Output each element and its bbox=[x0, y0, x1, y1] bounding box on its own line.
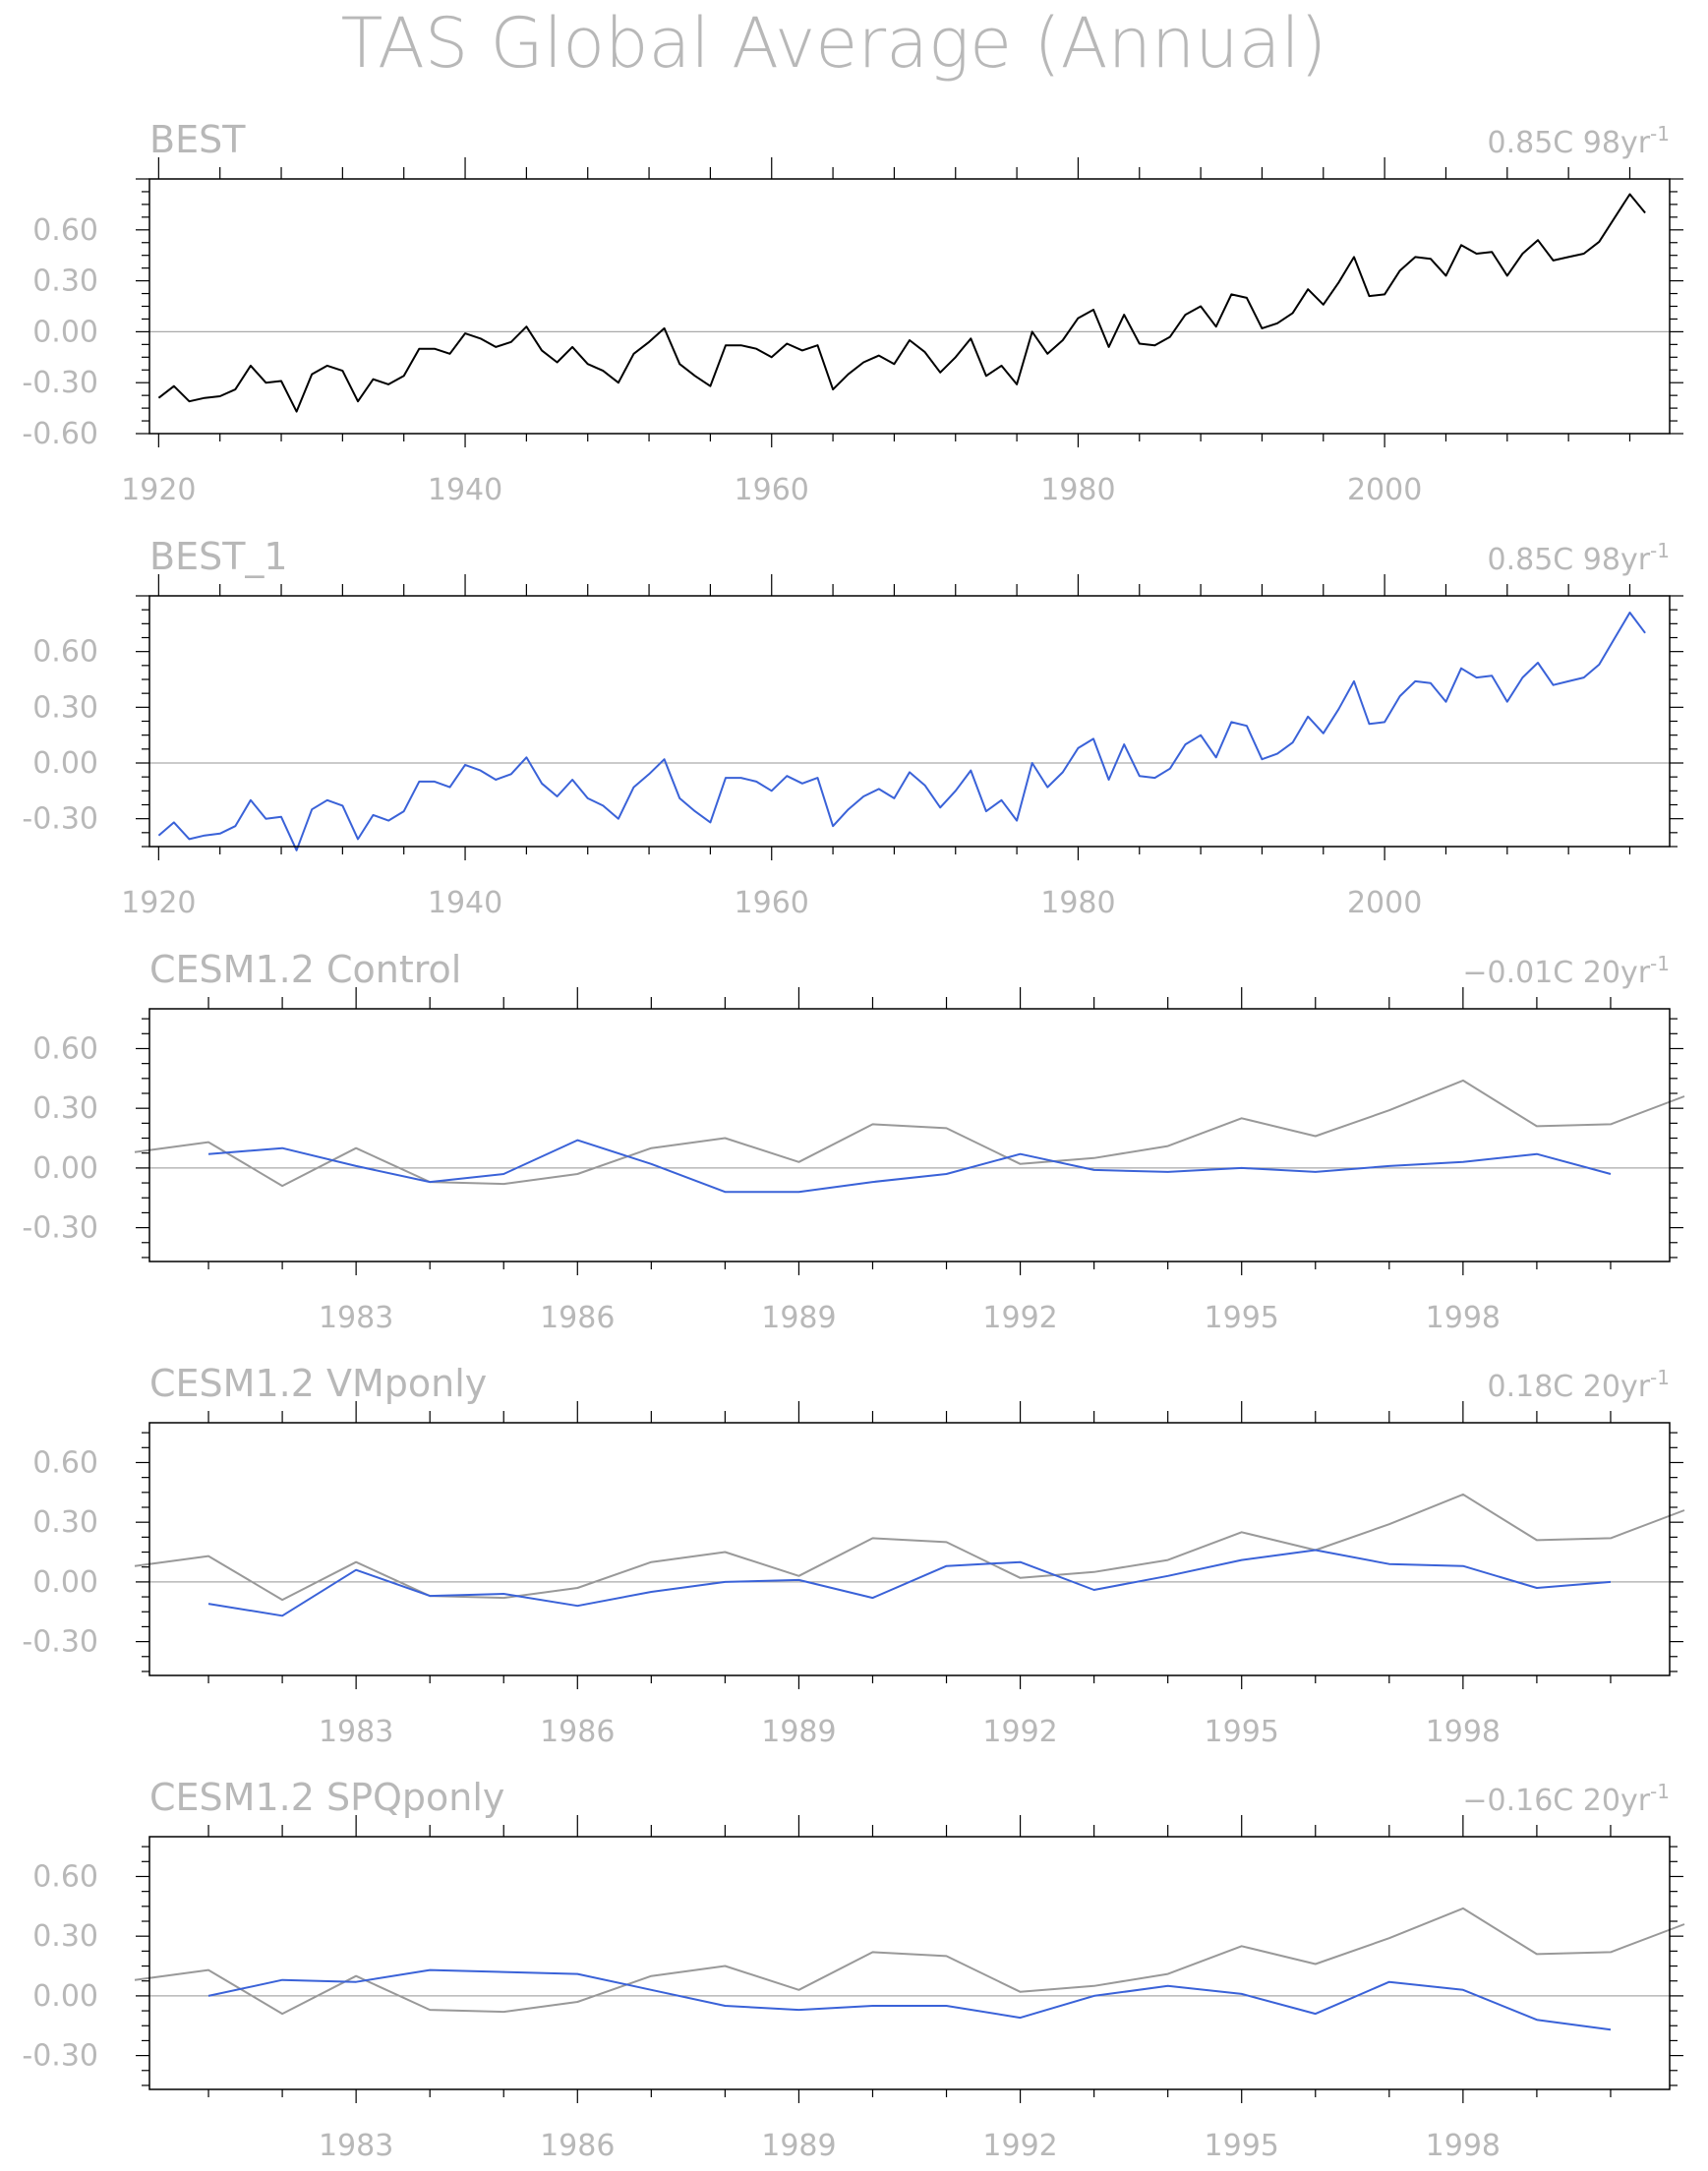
panel-best: BEST 0.85C 98yr-1 -0.60 -0.30 0.00 0.30 0.60 19… bbox=[22, 118, 1683, 507]
series-line-1 bbox=[157, 612, 1646, 851]
trend-label: 0.85C 98yr-1 bbox=[1488, 539, 1671, 577]
panels: BEST 0.85C 98yr-1-0.60-0.300.000.300.6019… bbox=[22, 118, 1685, 2163]
x-tick-label: 1992 bbox=[982, 1301, 1057, 1335]
y-tick-label: 0.60 bbox=[32, 1445, 98, 1480]
x-tick-label: 1980 bbox=[1040, 886, 1115, 920]
trend-label: −0.16C 20yr-1 bbox=[1462, 1780, 1670, 1818]
trend-exponent: -1 bbox=[1650, 952, 1670, 975]
trend-value: −0.16C 20yr bbox=[1462, 1784, 1650, 1818]
trend-label: −0.01C 20yr-1 bbox=[1462, 952, 1670, 990]
y-tick-label: -0.30 bbox=[22, 802, 98, 837]
x-tick-label: 1960 bbox=[735, 886, 809, 920]
y-tick-label: 0.00 bbox=[32, 1565, 98, 1600]
x-tick-label: 1995 bbox=[1205, 1301, 1279, 1335]
trend-value: 0.85C 98yr bbox=[1488, 126, 1651, 160]
x-tick-label: 1989 bbox=[761, 1301, 836, 1335]
series-line-1 bbox=[157, 193, 1646, 413]
trend-exponent: -1 bbox=[1650, 1780, 1670, 1803]
x-tick-label: 1998 bbox=[1426, 2129, 1501, 2163]
y-tick-label: -0.30 bbox=[22, 1211, 98, 1246]
y-tick-label: 0.00 bbox=[32, 1151, 98, 1186]
trend-label: 0.18C 20yr-1 bbox=[1488, 1366, 1671, 1404]
panel-title: CESM1.2 SPQponly bbox=[149, 1776, 504, 1819]
x-tick-label: 1983 bbox=[319, 2129, 393, 2163]
plot-frame bbox=[148, 1836, 1671, 2090]
series-line-2 bbox=[207, 1139, 1612, 1194]
plot-frame bbox=[148, 1008, 1671, 1262]
y-tick-label: 0.00 bbox=[32, 315, 98, 349]
x-tick-label: 1920 bbox=[121, 473, 196, 507]
x-tick-label: 2000 bbox=[1347, 473, 1422, 507]
panel-title: BEST_1 bbox=[149, 535, 288, 578]
y-tick-label: 0.00 bbox=[32, 1979, 98, 2014]
panel-best-1: BEST_1 0.85C 98yr-1 -0.30 0.00 0.30 0.60 1920 1… bbox=[22, 535, 1683, 920]
y-tick-label: -0.30 bbox=[22, 366, 98, 400]
series-line-2 bbox=[207, 1549, 1612, 1617]
trend-value: 0.85C 98yr bbox=[1488, 543, 1651, 577]
y-tick-label: 0.60 bbox=[32, 1859, 98, 1894]
y-tick-label: 0.30 bbox=[32, 1919, 98, 1954]
x-tick-label: 1920 bbox=[121, 886, 196, 920]
trend-label: 0.85C 98yr-1 bbox=[1488, 122, 1671, 160]
trend-exponent: -1 bbox=[1650, 1366, 1670, 1389]
y-tick-label: -0.30 bbox=[22, 2039, 98, 2074]
plot-frame bbox=[148, 178, 1671, 435]
panel-cesm1-2-spqponly: CESM1.2 SPQponly −0.16C 20yr-1 -0.30 0.00 0.… bbox=[22, 1776, 1685, 2163]
panel-title: CESM1.2 Control bbox=[149, 948, 461, 991]
y-tick-label: 0.30 bbox=[32, 1091, 98, 1126]
y-tick-label: 0.60 bbox=[32, 635, 98, 670]
y-tick-label: 0.60 bbox=[32, 1031, 98, 1066]
x-tick-label: 1989 bbox=[761, 2129, 836, 2163]
x-tick-label: 1986 bbox=[540, 2129, 615, 2163]
y-tick-label: 0.00 bbox=[32, 746, 98, 781]
x-tick-label: 1998 bbox=[1426, 1715, 1501, 1749]
x-tick-label: 1940 bbox=[428, 473, 502, 507]
x-tick-label: 1989 bbox=[761, 1715, 836, 1749]
plot-frame bbox=[148, 1422, 1671, 1676]
y-tick-label: -0.30 bbox=[22, 1625, 98, 1660]
panel-cesm1-2-control: CESM1.2 Control −0.01C 20yr-1 -0.30 0.00 0.3… bbox=[22, 948, 1685, 1335]
plot-frame bbox=[148, 595, 1671, 848]
x-tick-label: 1995 bbox=[1205, 1715, 1279, 1749]
y-tick-label: 0.60 bbox=[32, 213, 98, 248]
panel-title: BEST bbox=[149, 118, 246, 161]
x-tick-label: 1995 bbox=[1205, 2129, 1279, 2163]
trend-exponent: -1 bbox=[1650, 122, 1670, 146]
x-tick-label: 1998 bbox=[1426, 1301, 1501, 1335]
x-tick-label: 1992 bbox=[982, 1715, 1057, 1749]
y-tick-label: -0.60 bbox=[22, 417, 98, 451]
series-line-2 bbox=[207, 1968, 1612, 2031]
y-tick-label: 0.30 bbox=[32, 1505, 98, 1540]
x-tick-label: 1983 bbox=[319, 1301, 393, 1335]
x-tick-label: 1992 bbox=[982, 2129, 1057, 2163]
x-tick-label: 1940 bbox=[428, 886, 502, 920]
trend-exponent: -1 bbox=[1650, 539, 1670, 562]
series-line-1 bbox=[134, 1907, 1685, 2016]
trend-value: 0.18C 20yr bbox=[1488, 1370, 1651, 1404]
x-tick-label: 2000 bbox=[1347, 886, 1422, 920]
panel-cesm1-2-vmponly: CESM1.2 VMponly 0.18C 20yr-1 -0.30 0.00 0.30… bbox=[22, 1362, 1685, 1749]
y-tick-label: 0.30 bbox=[32, 264, 98, 299]
x-tick-label: 1986 bbox=[540, 1301, 615, 1335]
x-tick-label: 1980 bbox=[1040, 473, 1115, 507]
x-tick-label: 1960 bbox=[735, 473, 809, 507]
x-tick-label: 1983 bbox=[319, 1715, 393, 1749]
x-tick-label: 1986 bbox=[540, 1715, 615, 1749]
y-tick-label: 0.30 bbox=[32, 690, 98, 725]
panel-title: CESM1.2 VMponly bbox=[149, 1362, 487, 1405]
trend-value: −0.01C 20yr bbox=[1462, 956, 1650, 990]
series-line-1 bbox=[134, 1079, 1685, 1188]
figure-title: TAS Global Average (Annual) bbox=[341, 3, 1327, 84]
series-line-1 bbox=[134, 1493, 1685, 1602]
